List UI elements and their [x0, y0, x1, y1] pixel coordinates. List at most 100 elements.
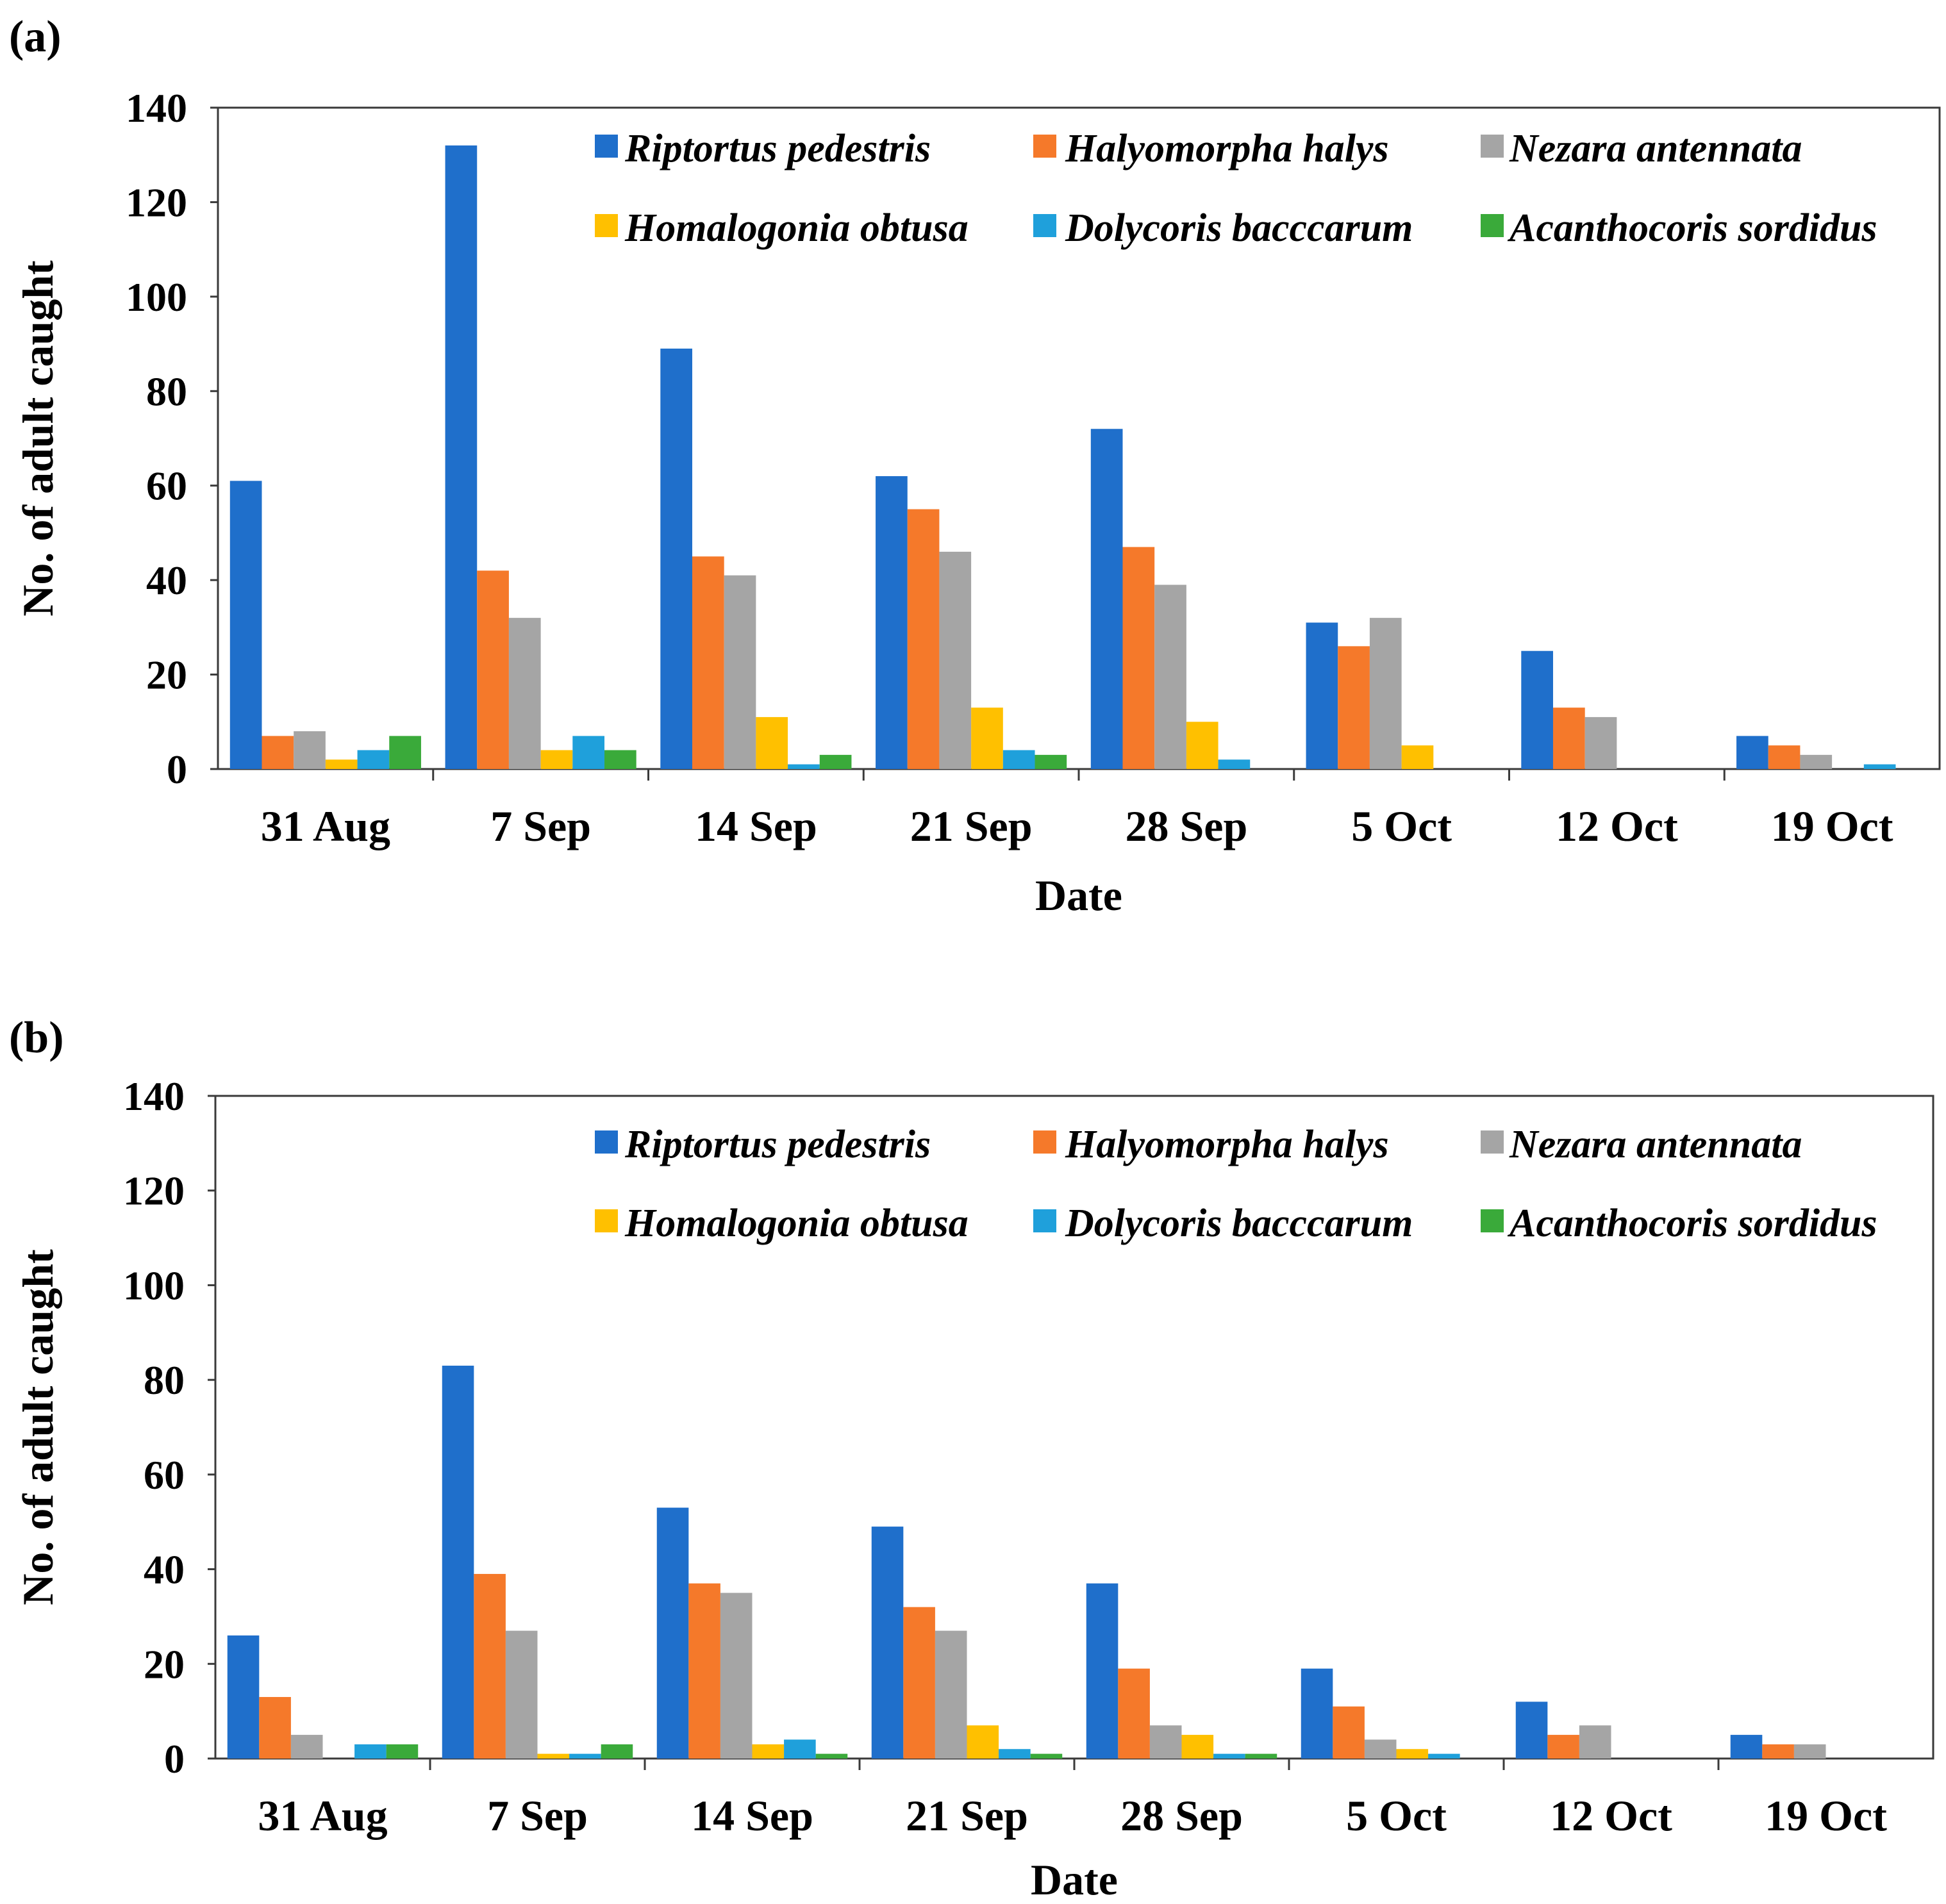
legend-swatch-halyomorpha-halys: [1033, 1130, 1056, 1154]
bar-homalogonia-obtusa-7-sep: [537, 1753, 570, 1759]
bar-dolycoris-bacccarum-31-aug: [354, 1744, 387, 1759]
x-tick-label: 31 Aug: [261, 802, 390, 850]
x-axis-title: Date: [1035, 871, 1122, 920]
bar-nezara-antennata-19-oct: [1800, 754, 1833, 769]
bar-acanthocoris-sordidus-28-sep: [1245, 1753, 1277, 1759]
x-tick-label: 7 Sep: [490, 802, 591, 850]
y-tick-label: 20: [146, 652, 187, 698]
bar-nezara-antennata-14-sep: [724, 575, 756, 769]
legend-label-dolycoris-bacccarum: Dolycoris bacccarum: [1065, 1202, 1413, 1245]
bar-riptortus-pedestris-19-oct: [1730, 1735, 1763, 1759]
bar-nezara-antennata-7-sep: [508, 618, 541, 769]
y-axis-title: No. of adult caught: [13, 1249, 62, 1605]
bar-riptortus-pedestris-5-oct: [1301, 1668, 1333, 1759]
bar-halyomorpha-halys-12-oct: [1547, 1735, 1579, 1759]
panel-label-a: (a): [9, 12, 62, 62]
bar-riptortus-pedestris-7-sep: [445, 145, 478, 769]
bar-homalogonia-obtusa-28-sep: [1186, 722, 1218, 769]
bar-nezara-antennata-12-oct: [1584, 716, 1617, 769]
bar-halyomorpha-halys-5-oct: [1338, 646, 1370, 769]
y-tick-label: 140: [123, 1073, 185, 1119]
bar-nezara-antennata-14-sep: [720, 1593, 753, 1759]
legend-label-halyomorpha-halys: Halyomorpha halys: [1065, 127, 1389, 170]
bar-nezara-antennata-21-sep: [935, 1630, 967, 1759]
bar-acanthocoris-sordidus-21-sep: [1030, 1753, 1063, 1759]
bar-halyomorpha-halys-31-aug: [262, 736, 294, 769]
y-tick-label: 60: [146, 463, 187, 509]
bar-homalogonia-obtusa-28-sep: [1181, 1735, 1214, 1759]
bar-acanthocoris-sordidus-21-sep: [1035, 754, 1067, 769]
bar-homalogonia-obtusa-7-sep: [540, 750, 573, 769]
x-tick-label: 19 Oct: [1765, 1791, 1887, 1840]
bar-nezara-antennata-21-sep: [939, 551, 972, 769]
bar-halyomorpha-halys-28-sep: [1118, 1668, 1150, 1759]
bar-riptortus-pedestris-12-oct: [1521, 650, 1553, 769]
y-tick-label: 120: [123, 1168, 185, 1214]
bar-nezara-antennata-5-oct: [1369, 618, 1402, 769]
legend-swatch-homalogonia-obtusa: [595, 214, 618, 237]
bar-halyomorpha-halys-7-sep: [477, 570, 509, 769]
bar-homalogonia-obtusa-31-aug: [325, 759, 358, 769]
legend-label-nezara-antennata: Nezara antennata: [1509, 127, 1802, 170]
y-tick-label: 20: [144, 1641, 185, 1687]
x-tick-label: 28 Sep: [1120, 1791, 1243, 1840]
bar-homalogonia-obtusa-14-sep: [752, 1744, 785, 1759]
bar-dolycoris-bacccarum-19-oct: [1863, 764, 1896, 769]
bar-nezara-antennata-28-sep: [1149, 1725, 1182, 1759]
x-tick-label: 28 Sep: [1125, 802, 1247, 850]
bar-acanthocoris-sordidus-7-sep: [601, 1744, 633, 1759]
y-tick-label: 100: [123, 1262, 185, 1308]
bar-homalogonia-obtusa-21-sep: [967, 1725, 999, 1759]
bar-acanthocoris-sordidus-31-aug: [389, 736, 421, 769]
legend-label-nezara-antennata: Nezara antennata: [1509, 1123, 1802, 1166]
x-tick-label: 19 Oct: [1771, 802, 1893, 850]
bar-nezara-antennata-12-oct: [1579, 1725, 1611, 1759]
y-tick-label: 40: [146, 558, 187, 603]
legend-swatch-riptortus-pedestris: [595, 1130, 618, 1154]
bar-acanthocoris-sordidus-14-sep: [819, 754, 852, 769]
bar-nezara-antennata-7-sep: [505, 1630, 538, 1759]
bar-acanthocoris-sordidus-14-sep: [815, 1753, 848, 1759]
bar-riptortus-pedestris-14-sep: [660, 348, 692, 769]
bar-riptortus-pedestris-7-sep: [442, 1365, 474, 1759]
bar-halyomorpha-halys-19-oct: [1762, 1744, 1794, 1759]
bar-homalogonia-obtusa-14-sep: [756, 716, 788, 769]
legend-label-acanthocoris-sordidus: Acanthocoris sordidus: [1507, 1202, 1877, 1245]
bar-riptortus-pedestris-5-oct: [1306, 622, 1338, 769]
legend-label-riptortus-pedestris: Riptortus pedestris: [624, 1123, 931, 1166]
bar-halyomorpha-halys-31-aug: [259, 1696, 291, 1759]
bar-halyomorpha-halys-12-oct: [1552, 708, 1585, 769]
legend-label-halyomorpha-halys: Halyomorpha halys: [1065, 1123, 1389, 1166]
bar-halyomorpha-halys-14-sep: [688, 1583, 720, 1759]
bar-nezara-antennata-31-aug: [290, 1735, 323, 1759]
x-tick-label: 5 Oct: [1346, 1791, 1447, 1840]
chart-panel-a: (a) 0 20 40 60 80 100 120 140 31 Aug 7 Sep 14 Sep 21…: [9, 12, 1941, 920]
bar-homalogonia-obtusa-21-sep: [971, 708, 1003, 769]
bar-nezara-antennata-31-aug: [294, 731, 326, 769]
x-tick-label: 5 Oct: [1351, 802, 1452, 850]
legend-swatch-halyomorpha-halys: [1033, 135, 1056, 158]
legend-swatch-homalogonia-obtusa: [595, 1209, 618, 1232]
bar-acanthocoris-sordidus-31-aug: [386, 1744, 419, 1759]
y-tick-label: 120: [126, 179, 187, 225]
bar-halyomorpha-halys-19-oct: [1768, 745, 1800, 769]
y-tick-label: 80: [146, 368, 187, 414]
bar-dolycoris-bacccarum-5-oct: [1428, 1753, 1460, 1759]
legend-swatch-nezara-antennata: [1481, 135, 1504, 158]
bar-riptortus-pedestris-28-sep: [1086, 1583, 1119, 1759]
x-tick-label: 12 Oct: [1556, 802, 1678, 850]
bar-dolycoris-bacccarum-14-sep: [784, 1739, 816, 1759]
bar-riptortus-pedestris-31-aug: [227, 1635, 260, 1759]
bar-nezara-antennata-28-sep: [1154, 584, 1186, 769]
legend-label-acanthocoris-sordidus: Acanthocoris sordidus: [1507, 206, 1877, 250]
bar-riptortus-pedestris-19-oct: [1736, 736, 1768, 769]
y-tick-label: 0: [164, 1736, 185, 1782]
bar-dolycoris-bacccarum-31-aug: [357, 750, 390, 769]
bar-halyomorpha-halys-14-sep: [692, 556, 724, 769]
chart-panel-b: (b) 0 20 40 60 80 100 120 140 31 Aug 7 Sep 14 Sep 21…: [9, 1013, 1934, 1904]
y-tick-label: 140: [126, 85, 187, 131]
bar-dolycoris-bacccarum-7-sep: [569, 1753, 601, 1759]
y-axis-title: No. of adult caught: [13, 260, 62, 617]
y-tick-label: 0: [167, 747, 187, 792]
bar-riptortus-pedestris-28-sep: [1090, 429, 1123, 769]
